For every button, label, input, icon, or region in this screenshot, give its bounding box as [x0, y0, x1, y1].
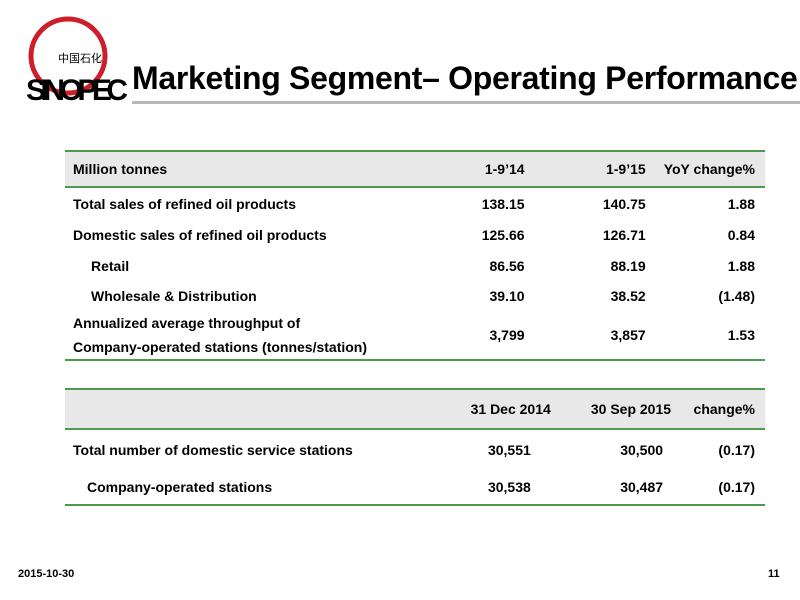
sales-table-header: Million tonnes 1-9’14 1-9’15 YoY change%: [65, 151, 765, 187]
stations-table-header: 31 Dec 2014 30 Sep 2015 change%: [65, 389, 765, 429]
cell-value: (0.17): [718, 441, 755, 458]
cell-value: 30,500: [620, 441, 664, 458]
header-change: change%: [681, 389, 765, 429]
header-yoy-change: YoY change%: [663, 151, 765, 187]
table-row: Domestic sales of refined oil products 1…: [65, 219, 765, 251]
row-label-line2: Company-operated stations (tonnes/statio…: [73, 339, 368, 355]
row-label: Annualized average throughput of Company…: [65, 311, 433, 360]
page-title: Marketing Segment– Operating Performance: [132, 60, 798, 96]
header-date-2014: 31 Dec 2014: [440, 389, 561, 429]
sinopec-logo: 中国石化 SINOPEC: [20, 10, 130, 110]
footer-date: 2015-10-30: [18, 568, 75, 580]
header-units: Million tonnes: [65, 151, 434, 187]
cell-value: 1.88: [727, 258, 755, 274]
table-row: Company-operated stations 30,538 30,487 …: [65, 469, 765, 505]
cell-value: 1.88: [727, 195, 755, 212]
header-period-2014: 1-9’14: [433, 151, 555, 187]
row-label: Company-operated stations: [87, 478, 273, 495]
row-label-line1: Annualized average throughput of: [73, 315, 301, 331]
table-row: Wholesale & Distribution 39.10 38.52 (1.…: [65, 281, 765, 311]
stations-table: 31 Dec 2014 30 Sep 2015 change% Total nu…: [65, 388, 765, 506]
table-row: Total number of domestic service station…: [65, 429, 765, 469]
row-label: Retail: [91, 258, 130, 274]
row-label: Total sales of refined oil products: [73, 195, 296, 212]
cell-value: 126.71: [602, 227, 646, 243]
row-label: Total number of domestic service station…: [73, 441, 353, 458]
table-row: Retail 86.56 88.19 1.88: [65, 251, 765, 281]
header-date-2015: 30 Sep 2015: [560, 389, 682, 429]
header-empty: [65, 389, 441, 429]
row-label: Domestic sales of refined oil products: [73, 227, 327, 243]
cell-value: 125.66: [481, 227, 525, 243]
table-row: Annualized average throughput of Company…: [65, 311, 765, 360]
page-number: 11: [768, 568, 780, 580]
cell-value: 39.10: [489, 288, 525, 304]
cell-value: (0.17): [718, 478, 755, 495]
cell-value: 3,799: [489, 327, 525, 343]
logo-chinese-text: 中国石化: [58, 51, 102, 65]
cell-value: 138.15: [481, 195, 525, 212]
row-label: Wholesale & Distribution: [91, 288, 257, 304]
cell-value: 30,487: [620, 478, 664, 495]
cell-value: 88.19: [610, 258, 646, 274]
cell-value: 30,538: [487, 478, 531, 495]
cell-value: 30,551: [487, 441, 531, 458]
cell-value: 3,857: [610, 327, 646, 343]
cell-value: 0.84: [727, 227, 755, 243]
cell-value: 140.75: [602, 195, 646, 212]
sinopec-logo-icon: 中国石化 SINOPEC: [26, 16, 128, 107]
logo-brand-text: SINOPEC: [26, 74, 128, 107]
sales-table: Million tonnes 1-9’14 1-9’15 YoY change%…: [65, 150, 765, 361]
cell-value: 38.52: [610, 288, 646, 304]
header-period-2015: 1-9’15: [554, 151, 664, 187]
cell-value: 86.56: [489, 258, 525, 274]
table-row: Total sales of refined oil products 138.…: [65, 187, 765, 219]
title-underline: [132, 101, 800, 104]
cell-value: 1.53: [727, 327, 755, 343]
cell-value: (1.48): [718, 288, 755, 304]
